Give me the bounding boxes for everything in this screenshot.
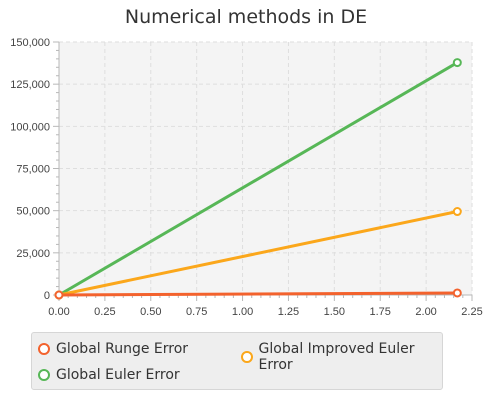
series-line (58, 291, 458, 297)
chart-title: Numerical methods in DE (124, 6, 368, 28)
y-tick-label: 150,000 (10, 37, 50, 49)
x-tick-label: 0.75 (186, 306, 207, 318)
legend-item-improved-euler[interactable]: Global Improved Euler Error (241, 341, 442, 373)
legend-label: Global Improved Euler Error (258, 341, 415, 373)
y-tick-label: 50,000 (16, 206, 50, 218)
data-point (452, 288, 462, 298)
chart-legend: Global Runge Error Global Improved Euler… (31, 332, 443, 390)
series-line (58, 61, 459, 297)
x-tick-label: 0.50 (140, 306, 161, 318)
x-tick-label: 1.25 (278, 306, 299, 318)
y-tick-label: 125,000 (10, 79, 50, 91)
legend-label: Global Runge Error (56, 341, 189, 357)
legend-label: Global Euler Error (56, 367, 180, 383)
x-tick-label: 1.00 (232, 306, 253, 318)
x-tick-label: 0.25 (94, 306, 115, 318)
legend-item-euler[interactable]: Global Euler Error (38, 367, 180, 383)
x-tick-label: 1.50 (324, 306, 345, 318)
x-tick-label: 2.00 (415, 306, 436, 318)
legend-item-runge[interactable]: Global Runge Error (38, 341, 188, 357)
data-point (452, 58, 462, 68)
data-point (452, 207, 462, 217)
data-point (54, 290, 64, 300)
legend-marker-icon (38, 343, 50, 355)
x-tick-label: 0.00 (48, 306, 69, 318)
x-tick-label: 1.75 (370, 306, 391, 318)
x-tick-label: 2.25 (461, 306, 482, 318)
chart-plot: 0.00 0.25 0.50 0.75 1.00 1.25 1.50 1.75 2.00 2.25… (10, 37, 482, 318)
series-line (58, 210, 458, 297)
y-tick-label: 0 (44, 290, 50, 302)
y-tick-label: 100,000 (10, 121, 50, 133)
y-tick-label: 25,000 (16, 248, 50, 260)
legend-marker-icon (38, 369, 50, 381)
y-tick-label: 75,000 (16, 164, 50, 176)
legend-marker-icon (241, 351, 253, 363)
